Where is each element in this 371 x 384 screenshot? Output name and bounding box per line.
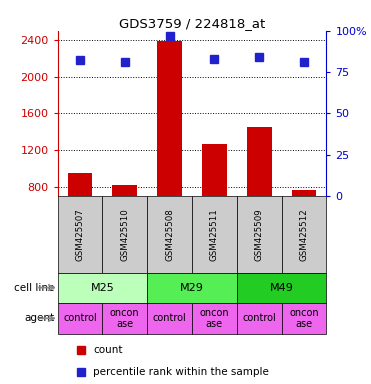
Text: count: count <box>93 345 122 356</box>
Text: oncon
ase: oncon ase <box>289 308 319 329</box>
Title: GDS3759 / 224818_at: GDS3759 / 224818_at <box>119 17 265 30</box>
Bar <box>58 303 102 334</box>
Bar <box>282 303 326 334</box>
Bar <box>147 303 192 334</box>
Bar <box>192 196 237 273</box>
Bar <box>147 196 192 273</box>
Text: control: control <box>242 313 276 323</box>
Text: GSM425511: GSM425511 <box>210 208 219 261</box>
Text: GSM425507: GSM425507 <box>75 208 85 261</box>
Bar <box>112 185 137 260</box>
Text: M29: M29 <box>180 283 204 293</box>
Bar <box>102 303 147 334</box>
Text: GSM425510: GSM425510 <box>120 208 129 261</box>
Bar <box>237 196 282 273</box>
Bar <box>192 303 237 334</box>
Bar <box>58 273 147 303</box>
Bar <box>68 173 92 260</box>
Bar <box>58 196 102 273</box>
Bar <box>292 190 316 260</box>
Text: M49: M49 <box>270 283 293 293</box>
Bar <box>237 273 326 303</box>
Bar <box>102 196 147 273</box>
Text: GSM425512: GSM425512 <box>299 208 309 261</box>
Bar <box>157 41 182 260</box>
Text: oncon
ase: oncon ase <box>200 308 229 329</box>
Text: agent: agent <box>25 313 55 323</box>
Text: GSM425509: GSM425509 <box>255 208 264 261</box>
Bar <box>247 127 272 260</box>
Text: cell line: cell line <box>14 283 55 293</box>
Text: control: control <box>153 313 187 323</box>
Text: control: control <box>63 313 97 323</box>
Text: oncon
ase: oncon ase <box>110 308 139 329</box>
Bar <box>202 144 227 260</box>
Bar <box>282 196 326 273</box>
Bar <box>237 303 282 334</box>
Text: M25: M25 <box>91 283 114 293</box>
Text: GSM425508: GSM425508 <box>165 208 174 261</box>
Text: percentile rank within the sample: percentile rank within the sample <box>93 366 269 377</box>
Bar <box>147 273 237 303</box>
